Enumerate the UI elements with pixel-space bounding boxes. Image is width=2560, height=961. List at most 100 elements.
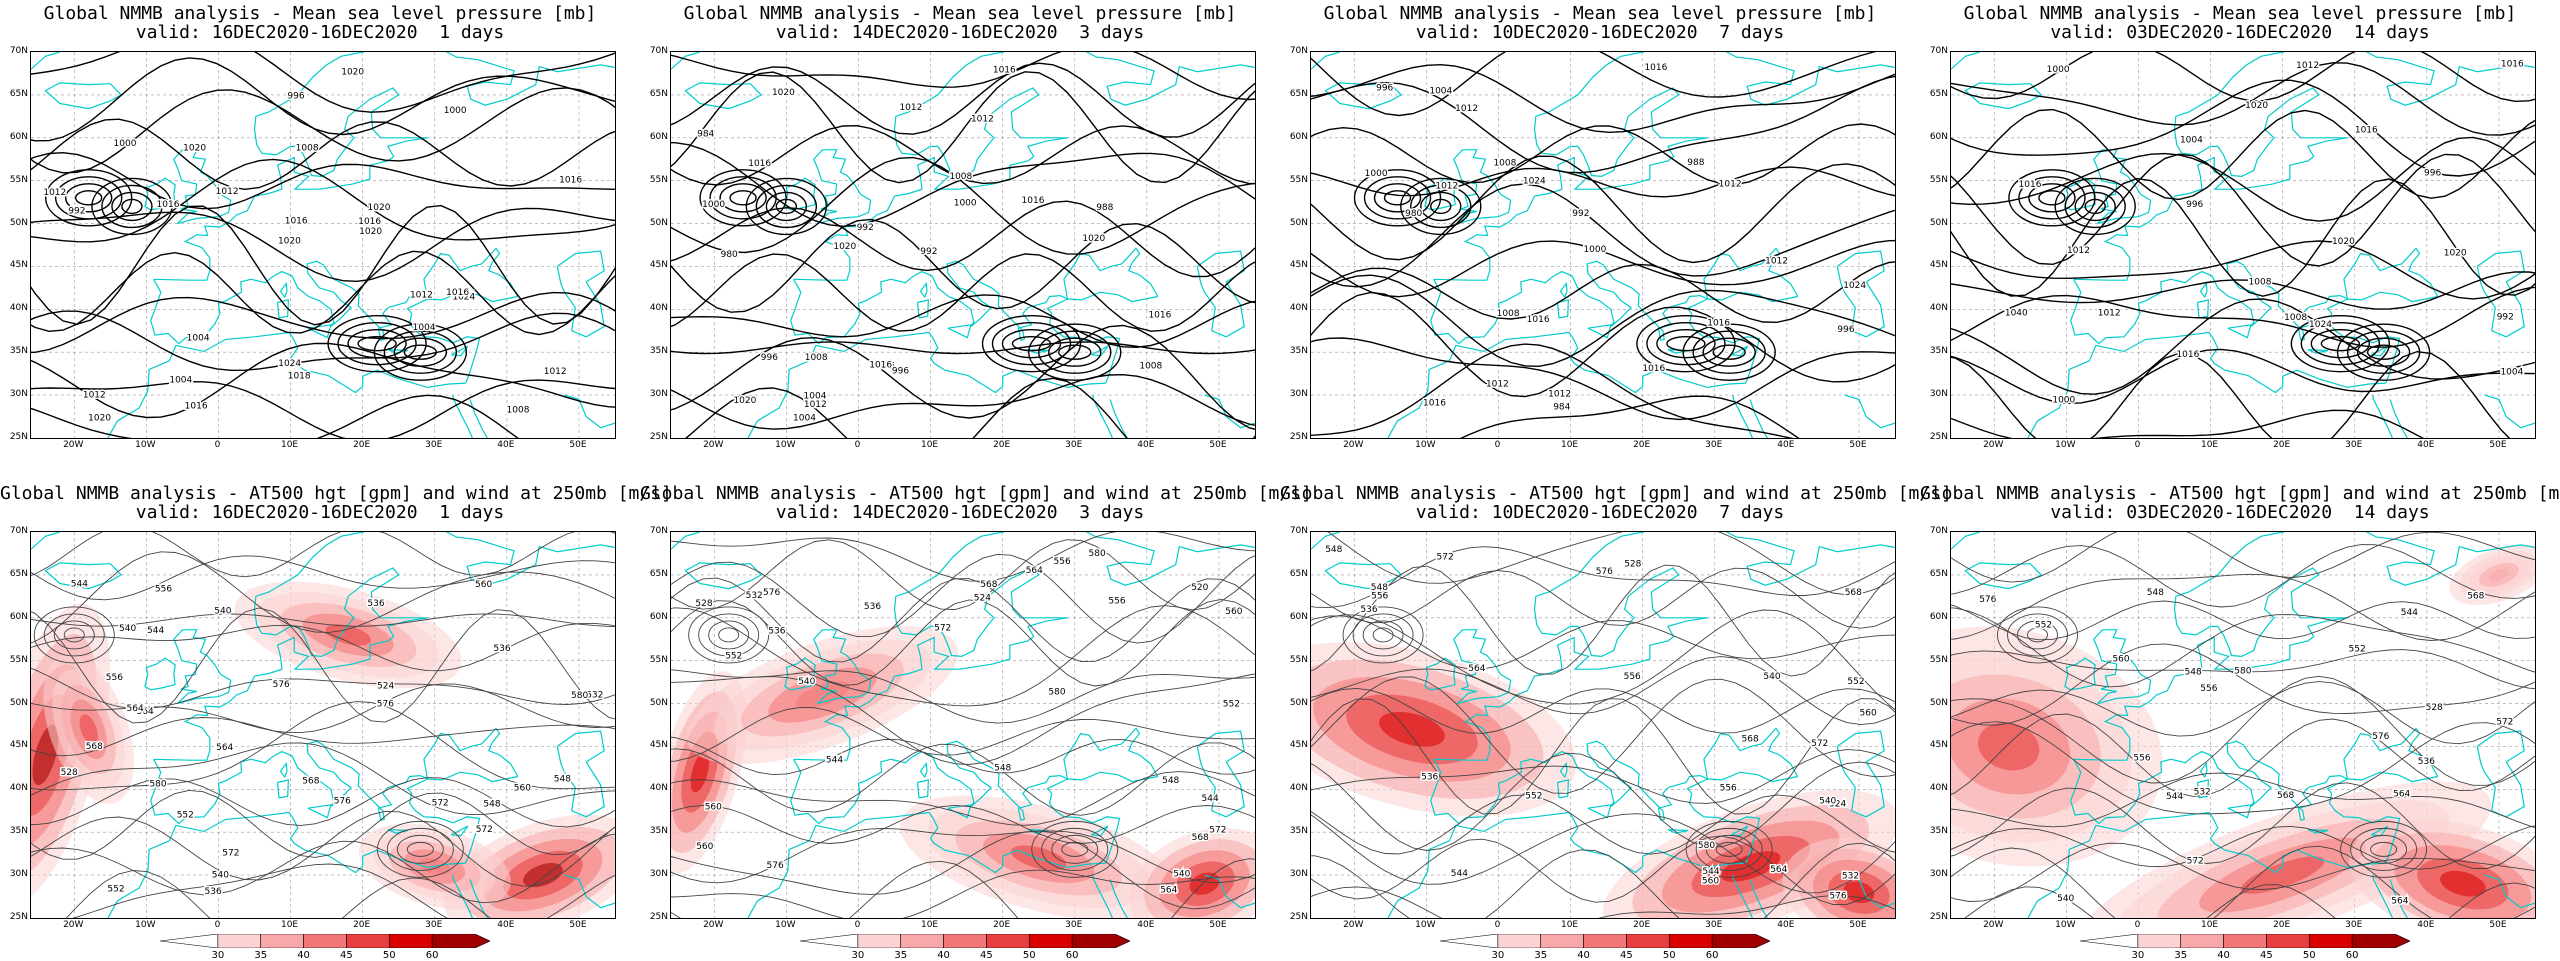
contour-label: 1016 (157, 200, 180, 210)
panel-subtitle: valid: 03DEC2020-16DEC2020 14 days (2050, 502, 2430, 523)
isoline (1951, 153, 2535, 267)
closed-isoline (2038, 190, 2066, 206)
isoline (31, 158, 615, 243)
contour-label: 548 (1162, 776, 1179, 786)
colorbar-tick-label: 45 (1620, 950, 1633, 961)
colorbar-swatch (2223, 934, 2267, 948)
contour-label: 536 (493, 644, 510, 654)
isoline (671, 62, 1255, 138)
contour-label: 536 (205, 887, 222, 897)
colorbar-swatch (2137, 934, 2182, 948)
latitude-label: 70N (9, 46, 28, 56)
isoline (31, 52, 615, 113)
isoline (1951, 782, 2535, 869)
contour-label: 568 (86, 742, 103, 752)
contour-label: 1024 (1523, 176, 1546, 186)
wind-speed-shading (2240, 856, 2325, 894)
contour-label: 996 (1837, 325, 1854, 335)
closed-isoline (2017, 620, 2058, 650)
contour-label: 580 (1698, 841, 1715, 851)
isoline (1311, 63, 1895, 134)
contour-label: 1016 (559, 175, 582, 185)
latitude-label: 30N (9, 869, 28, 880)
contour-lines (1951, 52, 2535, 438)
contour-label: 992 (2497, 313, 2514, 323)
longitude-label: 20E (1633, 440, 1651, 450)
contour-label: 996 (2424, 169, 2441, 179)
contour-label: 576 (767, 861, 784, 871)
closed-isoline (1702, 337, 1756, 367)
contour-label: 536 (1421, 773, 1438, 783)
latitude-label: 50N (1289, 217, 1308, 228)
closed-isoline (1420, 191, 1462, 222)
isoline (31, 394, 519, 438)
wind-speed-shading (1379, 711, 1445, 747)
contour-labels: 544 548 552 556 528 532 536 540 544 548 552 556 560 5… (1978, 587, 2515, 909)
contour-label: 1012 (899, 103, 922, 113)
latitude-label: 35N (649, 826, 668, 837)
contour-label: 1004 (169, 376, 192, 386)
contour-label: 560 (696, 842, 713, 852)
latitude-label: 65N (1929, 88, 1948, 99)
latitude-label: 45N (1289, 740, 1308, 751)
colorbar-tick-label: 45 (980, 950, 993, 961)
isoline (31, 532, 615, 578)
isoline (671, 736, 1255, 776)
isoline (1311, 656, 1895, 726)
isoline (1311, 886, 1895, 918)
closed-isoline (1712, 344, 1746, 360)
contour-label: 1020 (2245, 101, 2268, 111)
latitude-label: 30N (649, 389, 668, 400)
contour-label: 1024 (452, 293, 475, 303)
longitude-label: 20E (993, 440, 1011, 450)
contour-label: 1004 (793, 413, 816, 423)
colorbar-swatch (800, 934, 859, 948)
isoline (1951, 298, 2535, 395)
closed-isoline (54, 176, 123, 220)
longitude-label: 20W (63, 920, 84, 930)
isoline (1951, 649, 2535, 690)
isoline (1311, 155, 1895, 264)
isoline (671, 830, 1255, 910)
closed-isoline (1997, 606, 2078, 664)
latitude-label: 55N (1929, 654, 1948, 665)
colorbar-tick-label: 30 (851, 950, 865, 961)
isoline (1951, 845, 2535, 918)
contour-label: 1016 (993, 65, 1016, 75)
latitude-label: 50N (649, 217, 668, 228)
colorbar-tick-label: 35 (254, 950, 268, 961)
closed-isoline (2054, 177, 2136, 236)
map-area: 536 540 544 548 552 556 560 520 524 528 532 536 540 5… (670, 531, 1256, 919)
contour-label: 1012 (2296, 61, 2319, 71)
contour-label: 1020 (278, 237, 301, 247)
latitude-label: 30N (1289, 389, 1308, 400)
isoline (685, 377, 1255, 438)
longitude-label: 0 (2134, 920, 2141, 930)
colorbar-swatch (431, 934, 490, 948)
contour-label: 544 (826, 756, 843, 766)
colorbar-tick-label: 60 (2345, 950, 2359, 961)
isoline (31, 87, 615, 174)
closed-isoline (1646, 321, 1726, 366)
colorbar-swatch (346, 934, 390, 948)
contour-label: 1016 (185, 401, 208, 411)
latitude-label: 45N (649, 260, 668, 271)
colorbar-swatch (303, 934, 347, 948)
contour-label: 564 (137, 707, 154, 717)
contour-lines (1311, 52, 1895, 438)
map-panel-mslp-7d: Global NMMB analysis - Mean sea level pr… (1280, 0, 1920, 480)
colorbar-tick-label: 40 (2217, 950, 2230, 961)
contour-label: 560 (1702, 877, 1719, 887)
panel-subtitle: valid: 16DEC2020-16DEC2020 1 days (135, 22, 505, 43)
panel-subtitle: valid: 14DEC2020-16DEC2020 3 days (775, 22, 1145, 43)
contour-label: 1012 (2098, 309, 2121, 319)
latitude-label: 60N (9, 611, 28, 622)
isoline (671, 532, 1255, 582)
contour-label: 576 (273, 680, 290, 690)
contour-lines (671, 532, 1255, 918)
isoline (1311, 749, 1895, 804)
isoline (31, 777, 615, 828)
latitude-label: 25N (1289, 912, 1308, 922)
isoline (1951, 643, 2535, 726)
contour-label: 1000 (2047, 65, 2070, 75)
